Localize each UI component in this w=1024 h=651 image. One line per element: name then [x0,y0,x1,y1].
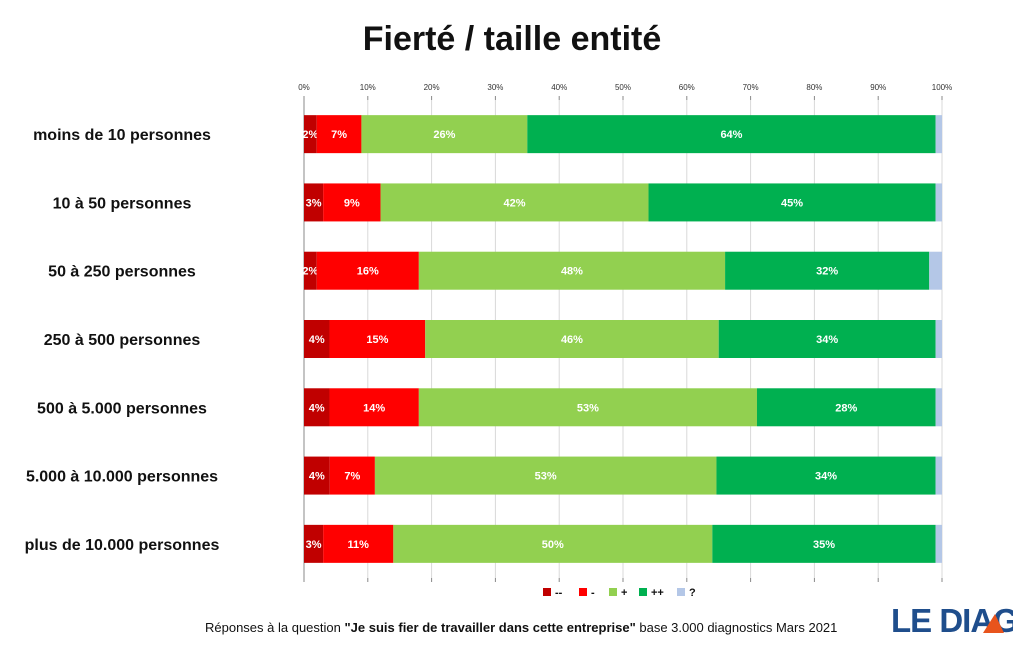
chart-title: Fierté / taille entité [362,20,662,58]
bar-segment [323,524,394,563]
data-label: 64% [720,129,742,141]
le-diag-logo: LE DIAG [891,602,1013,638]
data-label: 48% [561,266,583,278]
x-tick-label: 20% [424,83,440,92]
data-label: 14% [363,402,385,414]
category-label: plus de 10.000 personnes [25,537,220,554]
bar-segment [718,320,936,358]
data-label: 9% [344,197,360,209]
bar-segment [374,456,717,495]
data-label: 32% [816,266,838,278]
bar-segment [756,388,936,427]
data-label: 53% [577,402,599,414]
bar-segment [361,115,528,154]
data-label: 7% [344,471,360,483]
bar-segment [418,251,726,290]
bar-segment [380,183,649,222]
data-label: 34% [816,334,838,346]
data-label: 26% [433,129,455,141]
bar-segment [425,320,719,358]
data-label: 45% [781,197,803,209]
data-label: 4% [309,402,325,414]
data-label: 3% [306,197,322,209]
bar-segment [712,524,936,563]
x-tick-label: 50% [615,83,631,92]
data-label: 3% [306,539,322,551]
x-tick-label: 100% [932,83,952,92]
bar-segment [935,388,942,427]
bar-segment [935,115,942,154]
category-label: 50 à 250 personnes [48,264,196,281]
bar-segment [304,183,324,222]
footer-note: Réponses à la question "Je suis fier de … [205,620,837,635]
x-tick-label: 70% [743,83,759,92]
bar-segment [304,320,330,358]
data-label: 15% [366,334,388,346]
bar-segment [418,388,757,427]
bar-segment [935,320,942,358]
data-label: 53% [535,471,557,483]
data-label: 28% [835,402,857,414]
legend-label: -- [555,587,563,599]
data-label: 50% [542,539,564,551]
bar-segment [935,456,942,495]
category-label: 5.000 à 10.000 personnes [26,469,218,486]
x-tick-label: 10% [360,83,376,92]
data-label: 11% [348,539,370,551]
bar-segment [393,524,713,563]
data-label: 2% [302,129,318,141]
x-tick-label: 0% [298,83,310,92]
category-label: 10 à 50 personnes [53,195,192,212]
x-tick-label: 80% [806,83,822,92]
footer-prefix: Réponses à la question [205,620,341,635]
legend-label: ? [689,587,696,599]
bar-segment [527,115,936,154]
bar-segment [316,115,362,154]
bar-segment [929,251,942,290]
data-label: 4% [309,334,325,346]
bar-segment [304,524,324,563]
bar-segment [323,183,381,222]
bar-segment [329,320,426,358]
category-label: 500 à 5.000 personnes [37,400,207,417]
category-label: 250 à 500 personnes [44,332,201,349]
data-label: 42% [504,197,526,209]
logo-accent-shape [983,614,1004,633]
legend-swatch [543,588,551,596]
bar-segment [935,524,942,563]
bar-segment [716,456,936,495]
bar-segment [304,251,317,290]
legend-swatch [677,588,685,596]
bar-segment [935,183,942,222]
data-label: 2% [302,266,318,278]
x-tick-label: 40% [551,83,567,92]
legend-swatch [579,588,587,596]
data-label: 35% [813,539,835,551]
bar-segment [304,456,330,495]
footer-question: "Je suis fier de travailler dans cette e… [344,620,636,635]
data-label: 46% [561,334,583,346]
bar-segment [304,115,317,154]
bar-segment [304,388,330,427]
bar-segment [648,183,936,222]
x-tick-label: 30% [487,83,503,92]
legend-label: - [591,587,595,599]
legend-label: + [621,587,627,599]
bar-segment [316,251,419,290]
data-label: 16% [357,266,379,278]
bar-segment [725,251,930,290]
bar-segment [329,388,419,427]
data-label: 7% [331,129,347,141]
legend-swatch [609,588,617,596]
legend-swatch [639,588,647,596]
x-tick-label: 90% [870,83,886,92]
footer-suffix: base 3.000 diagnostics Mars 2021 [639,620,838,635]
category-label: moins de 10 personnes [33,127,211,144]
data-label: 34% [815,471,837,483]
stacked-bar-chart: 0% 10% 20% 30% 40% 50% 60% 70% 80% 90% 100% moins d… [25,83,953,599]
bar-segment [329,456,375,495]
data-label: 4% [309,471,325,483]
legend-label: ++ [651,587,664,599]
x-tick-label: 60% [679,83,695,92]
